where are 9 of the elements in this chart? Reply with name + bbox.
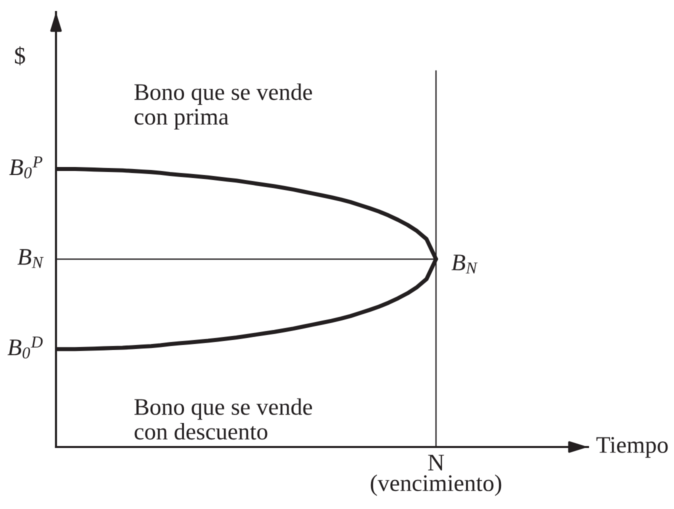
text: B$_{0}$$^{P}$ xyxy=(9,156,42,178)
text: N (vencimiento) xyxy=(370,454,502,496)
x-axis-title: Tiempo xyxy=(596,437,668,458)
text: B$_{0}$$^{D}$ xyxy=(8,336,43,359)
ref-line-label: B$_{N}$ xyxy=(18,249,44,268)
text: Bono que se vende con descuento xyxy=(134,398,312,440)
text: $ xyxy=(15,46,26,66)
annotation: B$_{N}$ xyxy=(451,254,478,274)
series-label: Bono que se vende con prima xyxy=(134,83,312,130)
